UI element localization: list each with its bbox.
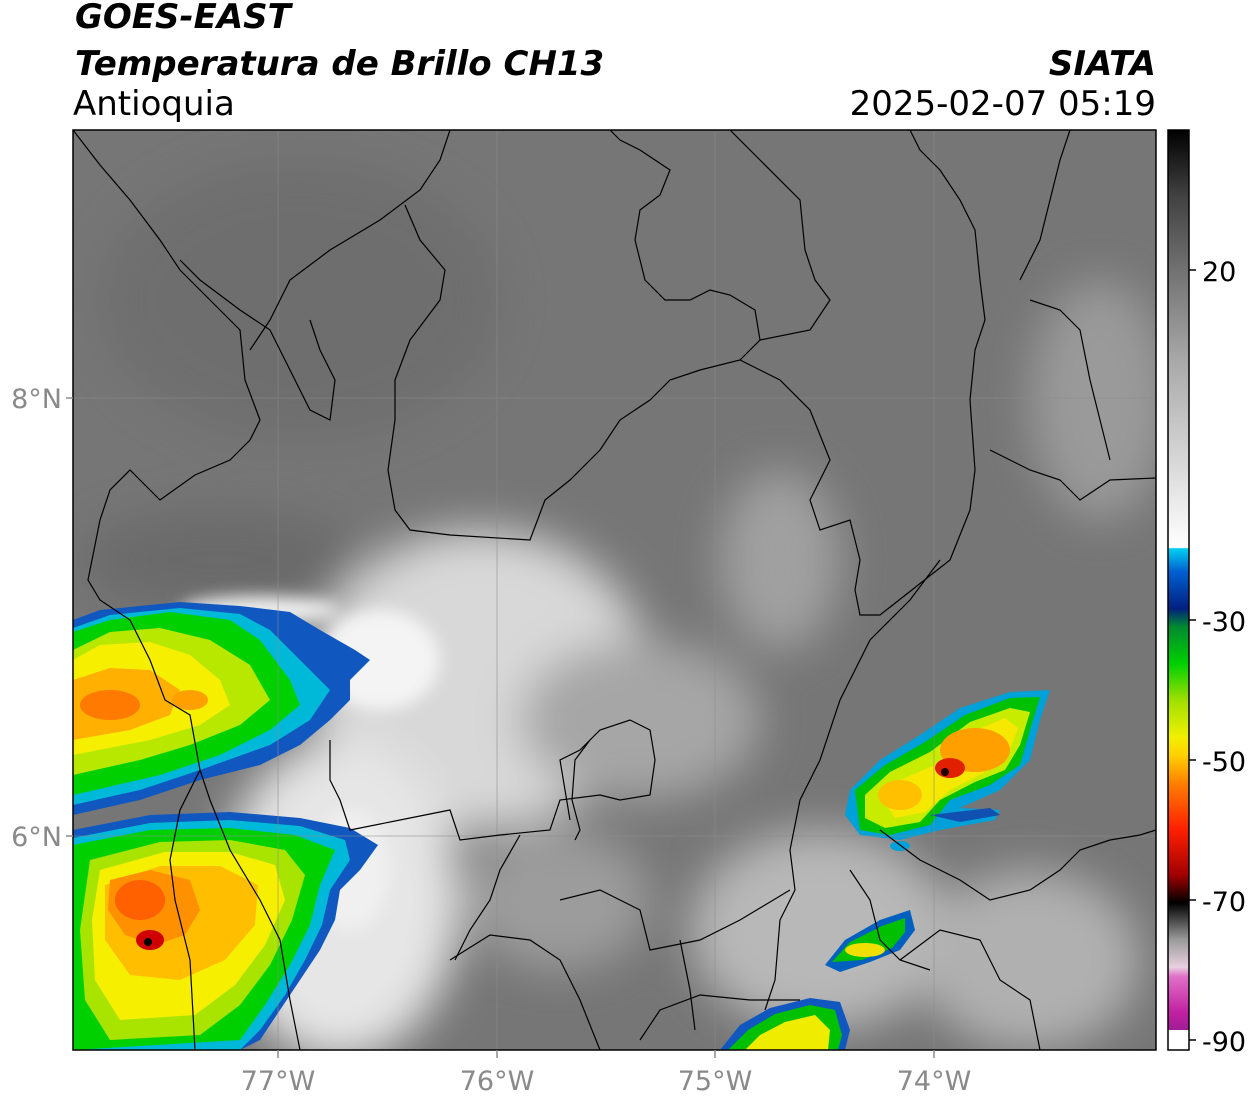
lon-label-75w: 75°W [678, 1066, 753, 1097]
region-subtitle: Antioquia [73, 84, 235, 124]
lat-label-6n: 6°N [11, 822, 62, 853]
storm-cell-small [825, 910, 915, 972]
colorbar-label-20: 20 [1202, 257, 1236, 288]
gridlines [73, 130, 1156, 1050]
lon-label-76w: 76°W [460, 1066, 535, 1097]
colorbar-label-minus50: -50 [1202, 747, 1246, 778]
colorbar: 20 -30 -50 -70 -90 [1167, 129, 1246, 1058]
brand-label: SIATA [1048, 44, 1156, 84]
boundaries [73, 130, 1156, 1050]
colorbar-label-minus90: -90 [1202, 1027, 1246, 1058]
storm-cell-south [720, 998, 850, 1050]
satellite-title: GOES-EAST [75, 0, 291, 37]
storm-cell-east [845, 690, 1050, 851]
colorbar-gradient [1168, 130, 1189, 1050]
lon-label-77w: 77°W [241, 1066, 316, 1097]
colorbar-label-minus30: -30 [1202, 607, 1246, 638]
storm-cell-southwest [73, 812, 378, 1050]
lon-ticks [277, 1050, 935, 1058]
lat-ticks [66, 397, 73, 837]
colorbar-label-minus70: -70 [1202, 887, 1246, 918]
map-frame [72, 129, 1157, 1051]
lon-label-74w: 74°W [897, 1066, 972, 1097]
imagery-layer [73, 130, 1156, 1050]
datetime-label: 2025-02-07 05:19 [849, 84, 1156, 124]
product-title: Temperatura de Brillo CH13 [75, 44, 605, 84]
colorbar-under-swatch [1168, 1030, 1189, 1050]
lat-label-8n: 8°N [11, 384, 62, 415]
